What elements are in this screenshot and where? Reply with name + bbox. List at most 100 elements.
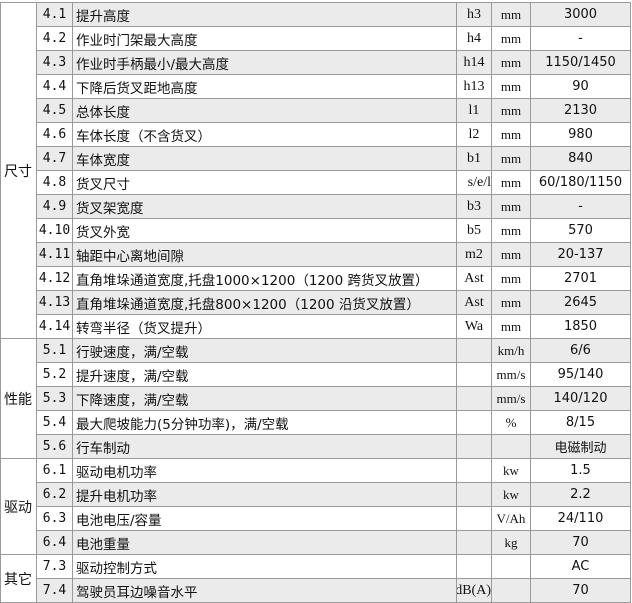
item-value: 24/110 [530,506,631,531]
item-number: 4.10 [36,218,73,243]
item-symbol: h4 [456,26,492,51]
item-description: 转弯半径（货叉提升） [72,314,457,339]
table-row: 4.4 下降后货叉距地高度 h13 mm 90 [1,74,631,99]
item-value: 60/180/1150 [530,170,631,195]
item-value: 1850 [530,314,631,339]
item-number: 6.2 [36,482,73,507]
table-row: 其它 7.3 驱动控制方式 AC [0,554,631,603]
item-value: 2130 [530,98,631,123]
item-number: 4.2 [36,26,73,51]
item-symbol: l2 [456,122,492,147]
item-symbol: b5 [456,218,492,243]
item-unit: mm [491,50,531,75]
item-description: 轴距中心离地间隙 [72,242,457,267]
group-label-other: 其它 [0,554,37,603]
item-value: 90 [530,74,631,99]
group-label-drive: 驱动 [0,458,37,555]
item-value: 3000 [530,2,631,27]
table-row: 6.4 电池重量 kg 70 [1,530,631,555]
item-value: 70 [530,578,631,603]
item-number: 7.3 [36,554,73,579]
item-symbol: Ast [456,266,492,291]
item-description: 驱动电机功率 [72,458,457,483]
item-description: 直角堆垛通道宽度,托盘1000×1200（1200 跨货叉放置） [72,266,457,291]
item-symbol: h14 [456,50,492,75]
item-symbol [456,338,492,363]
item-unit: mm [491,98,531,123]
item-unit: mm [491,290,531,315]
item-value: 电磁制动 [530,434,631,459]
item-symbol: s/e/l [456,170,492,195]
item-symbol: m2 [456,242,492,267]
item-description: 下降后货叉距地高度 [72,74,457,99]
item-number: 5.6 [36,434,73,459]
item-number: 4.9 [36,194,73,219]
item-unit [491,434,531,459]
table-row: 4.8 货叉尺寸 s/e/l mm 60/180/1150 [1,170,631,195]
item-description: 货叉尺寸 [72,170,457,195]
item-unit: kw [491,482,531,507]
item-number: 6.3 [36,506,73,531]
item-number: 4.8 [36,170,73,195]
item-description: 下降速度，满/空载 [72,386,457,411]
item-unit: mm [491,314,531,339]
item-value: 840 [530,146,631,171]
item-description: 作业时手柄最小/最大高度 [72,50,457,75]
item-description: 行车制动 [72,434,457,459]
table-row: 4.9 货叉架宽度 b3 mm - [1,194,631,219]
item-unit: km/h [491,338,531,363]
item-number: 6.4 [36,530,73,555]
item-description: 车体宽度 [72,146,457,171]
item-number: 4.14 [36,314,73,339]
item-description: 提升电机功率 [72,482,457,507]
item-unit [491,554,531,579]
item-unit: mm [491,122,531,147]
item-unit: mm [491,2,531,27]
table-row: 4.7 车体宽度 b1 mm 840 [1,146,631,171]
item-symbol [456,458,492,483]
item-value: 2645 [530,290,631,315]
item-unit: mm/s [491,386,531,411]
table-row: 4.3 作业时手柄最小/最大高度 h14 mm 1150/1450 [1,50,631,75]
table-row: 4.14 转弯半径（货叉提升） Wa mm 1850 [1,314,631,339]
table-row: 尺寸 4.1 提升高度 h3 mm 3000 [0,2,631,339]
item-description: 货叉外宽 [72,218,457,243]
table-row: 4.11 轴距中心离地间隙 m2 mm 20-137 [1,242,631,267]
table-row: 6.2 提升电机功率 kw 2.2 [1,482,631,507]
item-number: 5.3 [36,386,73,411]
item-number: 5.1 [36,338,73,363]
item-value: 2.2 [530,482,631,507]
table-row: 4.5 总体长度 l1 mm 2130 [1,98,631,123]
item-value: 2701 [530,266,631,291]
item-value: 20-137 [530,242,631,267]
item-value: 140/120 [530,386,631,411]
table-row: 4.2 作业时门架最大高度 h4 mm - [1,26,631,51]
item-description: 货叉架宽度 [72,194,457,219]
item-symbol [456,530,492,555]
item-number: 4.3 [36,50,73,75]
item-unit: mm/s [491,362,531,387]
item-description: 提升高度 [72,2,457,27]
item-number: 5.4 [36,410,73,435]
item-number: 4.12 [36,266,73,291]
item-symbol [456,386,492,411]
item-description: 行驶速度，满/空载 [72,338,457,363]
item-description: 总体长度 [72,98,457,123]
table-row: 5.4 最大爬坡能力(5分钟功率)，满/空载% 8/15 [1,410,631,435]
item-value: 1.5 [530,458,631,483]
item-value: 70 [530,530,631,555]
table-row: 驱动 6.1 驱动电机功率 kw 1.5 [0,458,631,555]
item-symbol [456,362,492,387]
item-number: 4.6 [36,122,73,147]
item-unit: mm [491,26,531,51]
item-value: 570 [530,218,631,243]
item-description: 最大爬坡能力(5分钟功率)，满/空载 [72,410,457,435]
table-row: 4.10 货叉外宽 b5 mm 570 [1,218,631,243]
table-row: 性能 5.1 行驶速度，满/空载 km/h 6/6 [0,338,631,459]
item-number: 4.4 [36,74,73,99]
item-symbol: h13 [456,74,492,99]
item-number: 4.11 [36,242,73,267]
item-symbol: Wa [456,314,492,339]
table-row: 4.12 直角堆垛通道宽度,托盘1000×1200（1200 跨货叉放置） Ast m… [1,266,631,291]
